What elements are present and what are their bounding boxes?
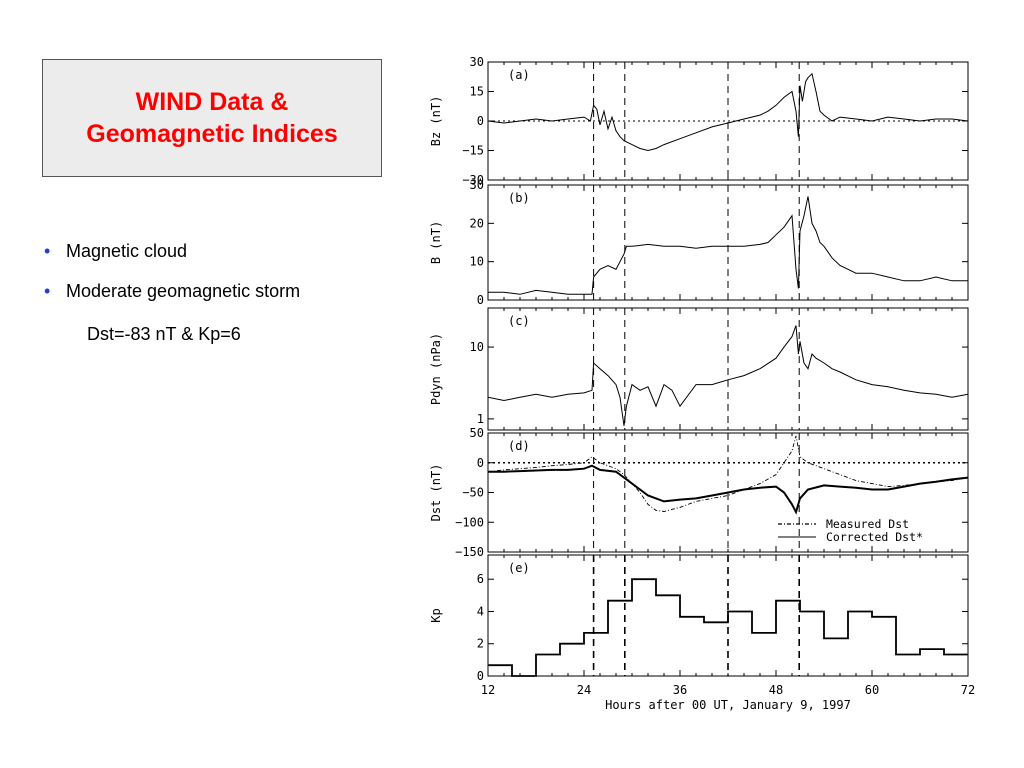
storm-values-text: Dst=-83 nT & Kp=6 bbox=[87, 324, 241, 344]
y-tick-label: −100 bbox=[455, 515, 484, 529]
y-tick-label: 4 bbox=[477, 604, 484, 618]
y-tick-label: 0 bbox=[477, 669, 484, 683]
y-tick-label: 6 bbox=[477, 572, 484, 586]
series-line-b bbox=[488, 196, 968, 295]
bullet-text: Moderate geomagnetic storm bbox=[66, 281, 301, 301]
y-tick-label: 15 bbox=[470, 85, 484, 99]
bullet-item: • Moderate geomagnetic storm bbox=[44, 281, 424, 302]
legend-entry: Corrected Dst* bbox=[826, 530, 923, 544]
x-tick-label: 48 bbox=[769, 683, 783, 697]
y-axis-label: Pdyn (nPa) bbox=[429, 333, 443, 405]
y-tick-label: −15 bbox=[462, 144, 484, 158]
x-tick-label: 72 bbox=[961, 683, 975, 697]
bullet-dot-icon: • bbox=[44, 281, 51, 301]
slide-title: WIND Data & Geomagnetic Indices bbox=[86, 86, 337, 150]
slide-title-line-1: WIND Data & bbox=[135, 88, 289, 116]
legend-entry: Measured Dst bbox=[826, 517, 909, 531]
panel-label: (a) bbox=[508, 68, 530, 82]
y-tick-label: 0 bbox=[477, 456, 484, 470]
panel-label: (c) bbox=[508, 314, 530, 328]
x-tick-label: 24 bbox=[577, 683, 591, 697]
y-tick-label: 50 bbox=[470, 426, 484, 440]
y-axis-label: B (nT) bbox=[429, 221, 443, 264]
x-tick-label: 60 bbox=[865, 683, 879, 697]
bullet-list: • Magnetic cloud • Moderate geomagnetic … bbox=[44, 241, 424, 321]
title-box: WIND Data & Geomagnetic Indices bbox=[42, 59, 382, 177]
panel-label: (b) bbox=[508, 191, 530, 205]
panel-label: (e) bbox=[508, 561, 530, 575]
y-axis-label: Dst (nT) bbox=[429, 464, 443, 522]
y-tick-label: −30 bbox=[462, 173, 484, 187]
y-axis-label: Bz (nT) bbox=[429, 96, 443, 147]
panel-label: (d) bbox=[508, 439, 530, 453]
slide-title-line-2: Geomagnetic Indices bbox=[86, 120, 338, 148]
bullet-item: • Magnetic cloud bbox=[44, 241, 424, 262]
y-tick-label: 10 bbox=[470, 340, 484, 354]
bullet-text: Magnetic cloud bbox=[66, 241, 188, 261]
x-axis-label: Hours after 00 UT, January 9, 1997 bbox=[605, 698, 851, 712]
y-axis-label: Kp bbox=[429, 608, 443, 622]
series-line-a bbox=[487, 72, 969, 152]
y-tick-label: −50 bbox=[462, 486, 484, 500]
y-tick-label: 0 bbox=[477, 114, 484, 128]
y-tick-label: 2 bbox=[477, 637, 484, 651]
y-tick-label: 0 bbox=[477, 293, 484, 307]
x-tick-label: 36 bbox=[673, 683, 687, 697]
bullet-dot-icon: • bbox=[44, 241, 51, 261]
series-line-c bbox=[487, 325, 969, 426]
y-tick-label: −150 bbox=[455, 545, 484, 559]
y-tick-label: 20 bbox=[470, 216, 484, 230]
series-line-d bbox=[487, 435, 969, 512]
y-tick-label: 30 bbox=[470, 55, 484, 69]
y-tick-label: 1 bbox=[477, 412, 484, 426]
series-line-e bbox=[488, 578, 968, 677]
series-line-d bbox=[488, 464, 969, 515]
y-tick-label: 10 bbox=[470, 255, 484, 269]
x-tick-label: 12 bbox=[481, 683, 495, 697]
y-tick-label: 30 bbox=[470, 178, 484, 192]
